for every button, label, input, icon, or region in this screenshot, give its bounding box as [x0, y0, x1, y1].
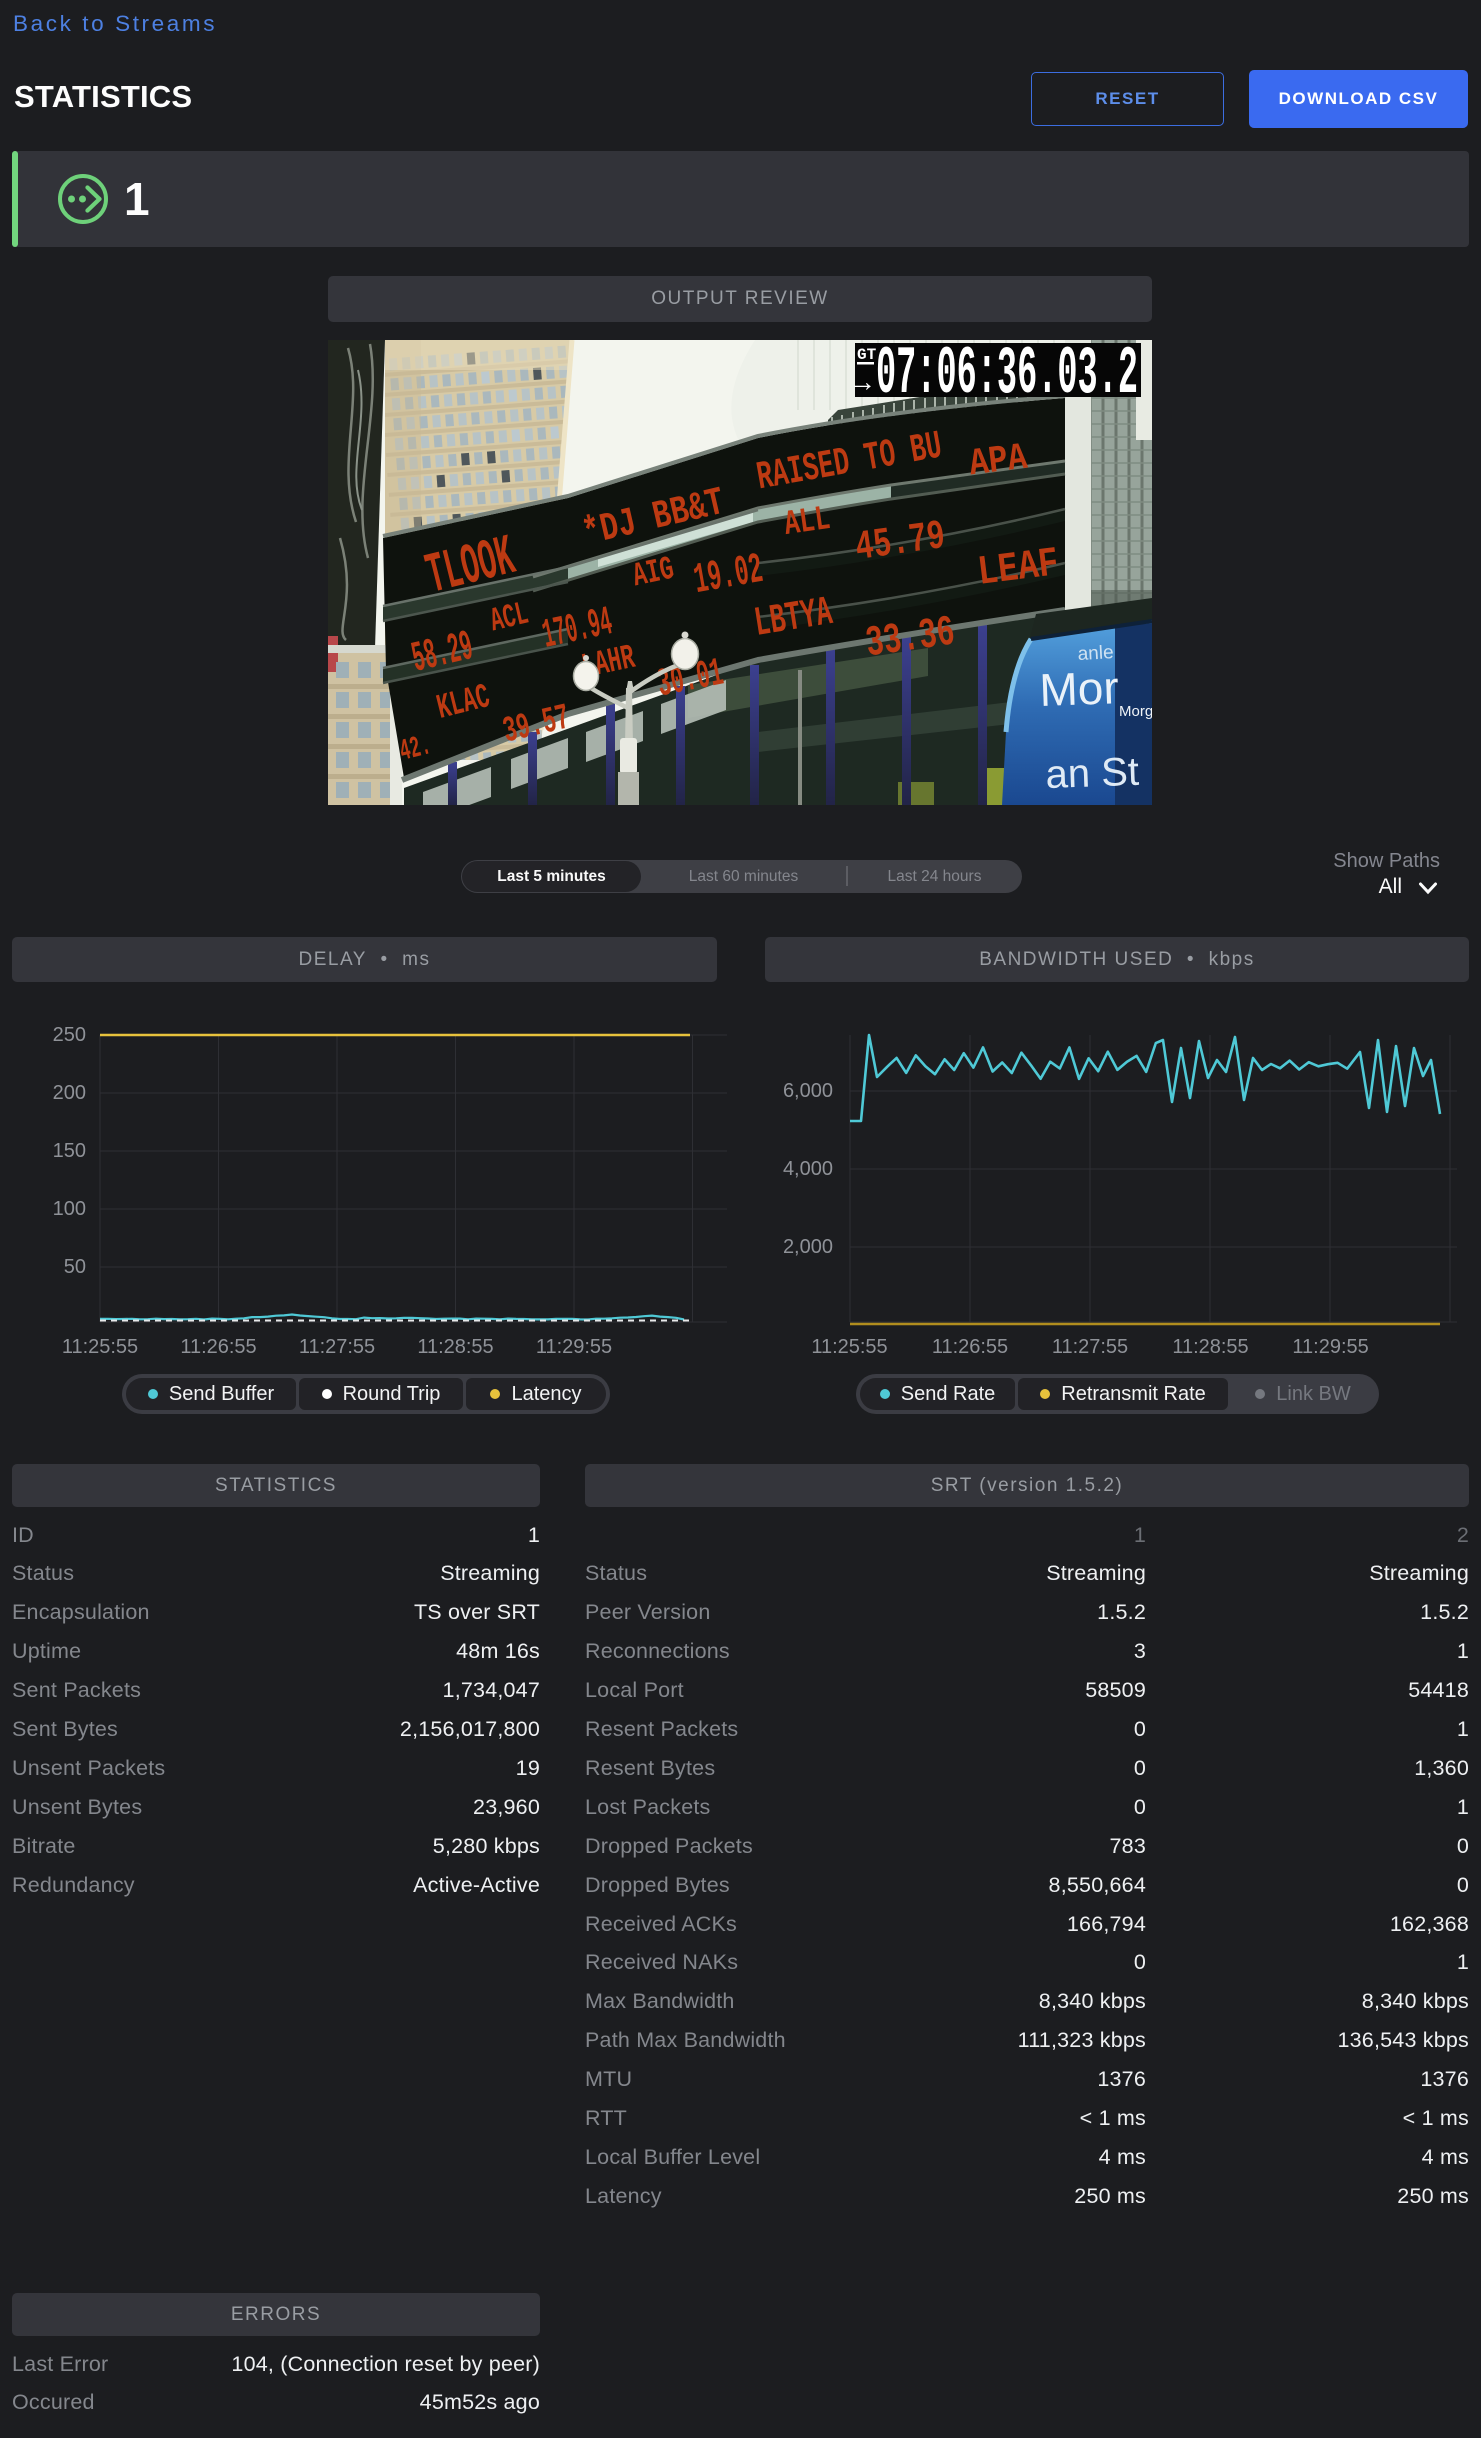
svg-text:→: → — [854, 369, 871, 400]
svg-text:07:06:36.03.2: 07:06:36.03.2 — [876, 340, 1138, 413]
svg-text:19.02: 19.02 — [690, 545, 766, 605]
svg-text:Mor: Mor — [1039, 661, 1120, 716]
svg-text:ALL: ALL — [782, 500, 833, 545]
svg-text:AIG: AIG — [629, 550, 677, 596]
svg-text:Morga: Morga — [1119, 703, 1152, 720]
svg-text:anle: anle — [1077, 642, 1114, 665]
svg-text:ACL: ACL — [487, 595, 533, 641]
svg-text:APA: APA — [967, 437, 1030, 487]
svg-text:GT: GT — [857, 346, 877, 364]
svg-text:an St: an St — [1045, 750, 1140, 797]
svg-text:LEAF: LEAF — [975, 541, 1061, 597]
